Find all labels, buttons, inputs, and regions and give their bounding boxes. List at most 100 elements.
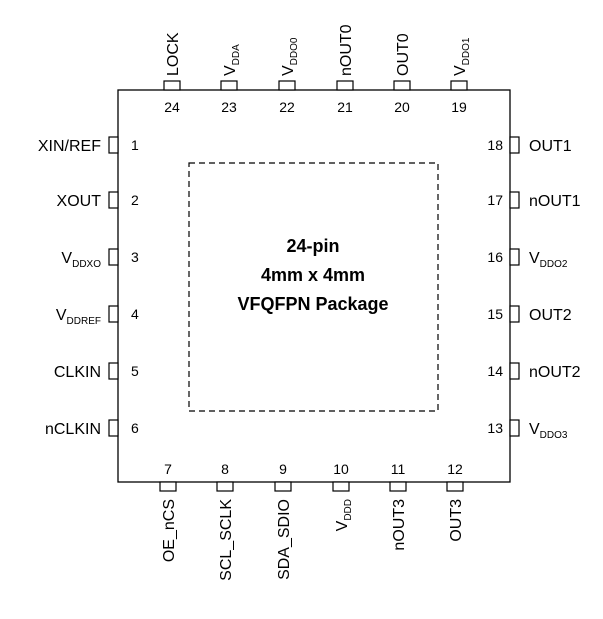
pin-pad-right (509, 191, 520, 209)
pin-name: nOUT1 (529, 193, 581, 210)
pin-name-subscript: DDO0 (289, 37, 300, 65)
pin-pad-bottom (159, 481, 177, 492)
pin-name-subscript: DDO3 (540, 430, 568, 441)
pins-layer: 1XIN/REF2XOUT3VDDXO4VDDREF5CLKIN6nCLKIN1… (38, 24, 581, 581)
pin-number: 16 (487, 249, 503, 265)
pin-number: 20 (394, 99, 410, 115)
pin-pad-right (509, 136, 520, 154)
pin-pad-top (278, 80, 296, 91)
pin-name: V (452, 65, 469, 76)
pin-label: nOUT3 (391, 499, 408, 551)
pin-number: 18 (487, 137, 503, 153)
pin-name: SCL_SCLK (218, 499, 235, 581)
pin-name-subscript: DDO2 (540, 259, 568, 270)
pin-number: 23 (221, 99, 237, 115)
pin-number: 17 (487, 192, 503, 208)
pin-label: nCLKIN (45, 421, 101, 438)
pin-pad-top (450, 80, 468, 91)
pin-name: nOUT3 (391, 499, 408, 551)
pin-number: 5 (131, 363, 139, 379)
pin-number: 4 (131, 306, 139, 322)
pin-name: OE_nCS (161, 499, 178, 562)
pin-pad-left (108, 419, 119, 437)
pin-pad-bottom (446, 481, 464, 492)
pin-number: 11 (391, 461, 406, 477)
pin-name-subscript: DDD (343, 499, 354, 521)
pin-label: XOUT (57, 193, 102, 210)
pin-pad-bottom (274, 481, 292, 492)
pin-name: nOUT2 (529, 364, 581, 381)
pin-label: CLKIN (54, 364, 101, 381)
pin-number: 24 (164, 99, 180, 115)
pin-label: VDDO0 (280, 37, 300, 76)
pin-name: CLKIN (54, 364, 101, 381)
pin-pad-top (393, 80, 411, 91)
pin-pad-right (509, 419, 520, 437)
pin-number: 6 (131, 420, 139, 436)
pin-number: 14 (487, 363, 503, 379)
pin-name: OUT0 (395, 33, 412, 76)
pin-label: OUT0 (395, 33, 412, 76)
pin-name-subscript: DDREF (67, 316, 101, 327)
pin-number: 22 (279, 99, 295, 115)
pin-name: V (61, 250, 72, 267)
pin-label: nOUT1 (529, 193, 581, 210)
pin-label: OUT1 (529, 138, 572, 155)
pin-label: VDDREF (56, 307, 101, 327)
pin-name-subscript: DDA (231, 44, 242, 65)
pin-pad-bottom (216, 481, 234, 492)
pin-label: VDDO2 (529, 250, 568, 270)
pin-pad-top (163, 80, 181, 91)
pin-pad-bottom (389, 481, 407, 492)
package-title-line-2: 4mm x 4mm (261, 265, 365, 285)
pin-label: VDDD (334, 499, 354, 531)
pin-name: OUT1 (529, 138, 572, 155)
pin-name: nCLKIN (45, 421, 101, 438)
pin-label: nOUT2 (529, 364, 581, 381)
pin-number: 2 (131, 192, 139, 208)
package-title-line-1: 24-pin (286, 236, 339, 256)
pin-pad-left (108, 305, 119, 323)
pin-name-subscript: DDXO (72, 259, 101, 270)
pin-label: OUT2 (529, 307, 572, 324)
pin-pad-left (108, 191, 119, 209)
pin-number: 13 (487, 420, 503, 436)
pin-name: SDA_SDIO (276, 499, 293, 580)
exposed-pad-outline (188, 162, 439, 412)
pin-name: V (56, 307, 67, 324)
pin-pad-right (509, 248, 520, 266)
pin-label: nOUT0 (338, 24, 355, 76)
pin-label: SCL_SCLK (218, 499, 235, 581)
pin-name: V (334, 520, 351, 531)
pin-pad-top (220, 80, 238, 91)
package-body (117, 89, 511, 483)
pin-number: 15 (487, 306, 503, 322)
pin-number: 1 (131, 137, 139, 153)
pin-name: OUT3 (448, 499, 465, 542)
pin-pad-left (108, 248, 119, 266)
pin-pad-right (509, 362, 520, 380)
pin-name-subscript: DDO1 (461, 37, 472, 65)
pin-name: nOUT0 (338, 24, 355, 76)
pin-number: 3 (131, 249, 139, 265)
pin-number: 9 (279, 461, 287, 477)
pin-label: VDDO1 (452, 37, 472, 76)
pin-label: VDDA (222, 44, 242, 76)
pin-name: V (222, 65, 239, 76)
pin-number: 10 (333, 461, 349, 477)
pin-name: V (529, 421, 540, 438)
pin-label: SDA_SDIO (276, 499, 293, 580)
pin-number: 8 (221, 461, 229, 477)
pin-pad-right (509, 305, 520, 323)
pin-number: 7 (164, 461, 172, 477)
pin-number: 19 (451, 99, 467, 115)
pin-name: XIN/REF (38, 138, 101, 155)
pin-number: 12 (447, 461, 463, 477)
pin-label: LOCK (165, 32, 182, 76)
pin-name: V (529, 250, 540, 267)
pin-pad-top (336, 80, 354, 91)
pin-name: XOUT (57, 193, 102, 210)
pin-name: OUT2 (529, 307, 572, 324)
pin-label: VDDO3 (529, 421, 568, 441)
